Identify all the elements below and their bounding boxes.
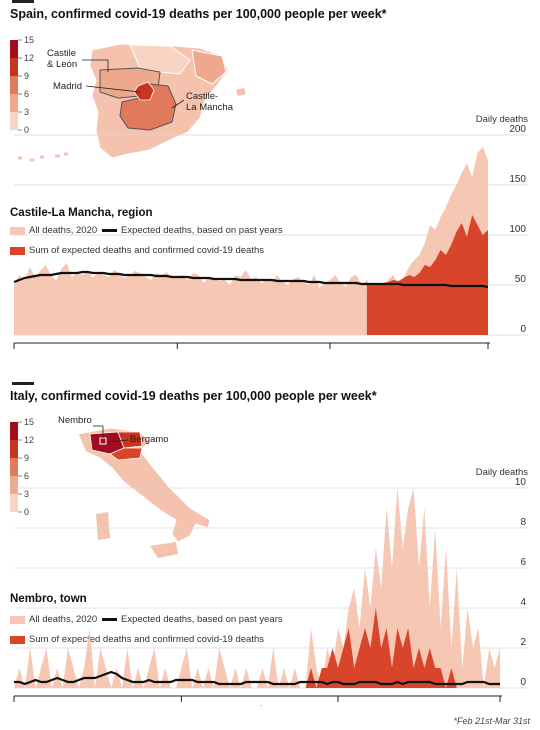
spain-chart-title: Castile-La Mancha, region: [10, 207, 153, 219]
x-tick-label: Jan: [87, 705, 103, 706]
sardinia: [96, 512, 110, 540]
nembro-marker: [99, 437, 107, 445]
legend-all-deaths: All deaths, 2020: [10, 225, 97, 236]
spain-panel: Spain, confirmed covid-19 deaths per 100…: [10, 0, 529, 349]
y-axis-label: Daily deaths: [476, 467, 529, 478]
italy-mainland: [77, 427, 211, 543]
sicily: [150, 542, 178, 558]
y-tick-label: 4: [520, 597, 526, 608]
legend-swatch-sum: [10, 246, 25, 255]
spain-east-region: [191, 49, 227, 85]
legend-label-all: All deaths, 2020: [29, 225, 98, 236]
legend-swatch-sum-italy: [10, 635, 25, 644]
series-sum-area: [305, 608, 500, 688]
italy-chart-title: Nembro, town: [10, 593, 87, 605]
emilia-region: [109, 447, 143, 461]
y-tick-label: 10: [515, 477, 527, 488]
legend-swatch-expected-italy: [102, 618, 117, 621]
scale-tick-label: 3: [24, 489, 29, 499]
y-tick-label: 6: [520, 557, 526, 568]
legend-label-expected-italy: Expected deaths, based on past years: [121, 614, 283, 625]
legend-swatch-all-italy: [10, 615, 25, 624]
y-tick-label: 2: [520, 637, 526, 648]
legend-label-sum-italy: Sum of expected deaths and confirmed cov…: [29, 634, 265, 645]
spain-color-scale: 15 12 9 6 3 0: [10, 35, 34, 135]
legend-all-deaths-italy: All deaths, 2020: [10, 614, 97, 625]
legend-swatch-all: [10, 226, 25, 235]
y-tick-label: 8: [520, 517, 526, 528]
label-castile-leon-2: & León: [47, 59, 77, 70]
madrid-region: [133, 81, 155, 101]
scale-tick-label: 9: [24, 71, 29, 81]
y-tick-label: 0: [520, 324, 526, 335]
scale-tick-label: 0: [24, 125, 29, 135]
scale-tick-label: 12: [24, 53, 34, 63]
italy-panel: Italy, confirmed covid-19 deaths per 100…: [0, 382, 540, 730]
italy-map: 15 12 9 6 3 0 Nembro Bergamo: [10, 415, 211, 558]
y-axis-label: Daily deaths: [476, 114, 529, 125]
y-tick-label: 0: [520, 677, 526, 688]
label-madrid: Madrid: [53, 81, 82, 92]
north-east-region: [117, 431, 143, 449]
canary-islands: [18, 152, 68, 162]
y-tick-label: 150: [509, 174, 526, 185]
label-bergamo: Bergamo: [130, 434, 169, 445]
legend-label-sum: Sum of expected deaths and confirmed cov…: [29, 245, 265, 256]
italy-legend: All deaths, 2020 Expected deaths, based …: [10, 614, 310, 654]
legend-label-expected: Expected deaths, based on past years: [121, 225, 283, 236]
y-tick-label: 50: [515, 274, 527, 285]
legend-sum-italy: Sum of expected deaths and confirmed cov…: [10, 634, 264, 645]
scale-tick-label: 9: [24, 453, 29, 463]
italy-color-scale: 15 12 9 6 3 0: [10, 417, 34, 517]
legend-sum: Sum of expected deaths and confirmed cov…: [10, 245, 264, 256]
label-castile-leon-1: Castile: [47, 48, 76, 59]
label-nembro: Nembro: [58, 415, 92, 426]
scale-tick-label: 15: [24, 35, 34, 45]
scale-tick-label: 0: [24, 507, 29, 517]
legend-swatch-expected: [102, 229, 117, 232]
y-tick-label: 200: [509, 124, 526, 135]
series-expected-line: [14, 670, 500, 686]
label-castile-la-mancha-2: La Mancha: [186, 102, 234, 113]
series-expected-line: [13, 270, 489, 289]
scale-tick-label: 6: [24, 471, 29, 481]
spain-title: Spain, confirmed covid-19 deaths per 100…: [10, 7, 387, 21]
label-castile-la-mancha-1: Castile-: [186, 91, 218, 102]
top-rule-italy: [12, 382, 34, 385]
legend-label-all-italy: All deaths, 2020: [29, 614, 98, 625]
italy-title: Italy, confirmed covid-19 deaths per 100…: [10, 389, 377, 403]
scale-tick-label: 12: [24, 435, 34, 445]
legend-expected: Expected deaths, based on past years: [102, 225, 283, 236]
legend-expected-italy: Expected deaths, based on past years: [102, 614, 283, 625]
scale-tick-label: 3: [24, 107, 29, 117]
scale-tick-label: 6: [24, 89, 29, 99]
y-tick-label: 100: [509, 224, 526, 235]
top-rule: [12, 0, 34, 3]
spain-legend: All deaths, 2020 Expected deaths, based …: [10, 225, 310, 265]
balearic-islands: [236, 88, 246, 96]
x-tick-label: Feb: [248, 705, 266, 706]
series-sum-area: [366, 215, 488, 335]
footnote: *Feb 21st-Mar 31st: [453, 716, 530, 726]
scale-tick-label: 15: [24, 417, 34, 427]
x-tick-label: Mar: [410, 705, 428, 706]
